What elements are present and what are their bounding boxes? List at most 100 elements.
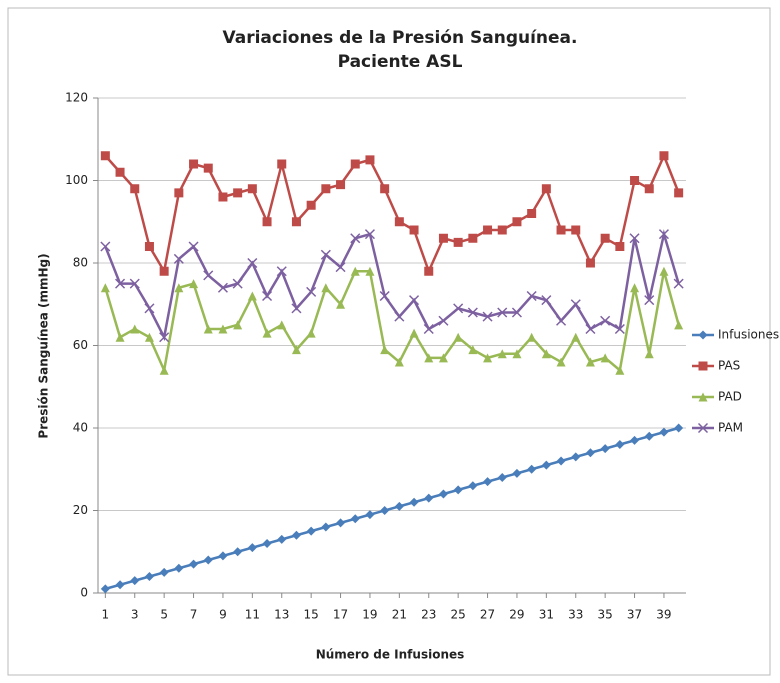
marker [615, 440, 625, 449]
marker [306, 286, 317, 297]
marker [233, 188, 243, 198]
legend-label: PAM [718, 421, 743, 435]
x-tick-label: 19 [362, 608, 377, 622]
marker [511, 307, 522, 318]
marker [130, 184, 140, 194]
marker [247, 543, 257, 553]
marker [394, 311, 405, 322]
marker [615, 365, 625, 375]
marker [527, 464, 537, 474]
marker [527, 209, 537, 218]
marker [189, 159, 199, 169]
marker [483, 353, 493, 363]
marker [335, 262, 346, 273]
x-tick-label: 1 [102, 608, 110, 622]
marker [350, 159, 360, 169]
marker [658, 229, 669, 240]
marker [159, 332, 170, 343]
marker [512, 468, 522, 478]
marker [130, 576, 140, 586]
marker [438, 489, 448, 499]
x-axis-title: Número de Infusiones [316, 648, 465, 662]
x-tick-label: 9 [219, 608, 227, 622]
y-tick-label: 20 [73, 503, 88, 517]
marker [350, 514, 360, 524]
marker [600, 353, 610, 363]
marker [174, 188, 184, 198]
marker [512, 217, 522, 227]
marker [541, 184, 551, 194]
legend-label: Infusiones [718, 328, 779, 342]
marker [512, 349, 522, 359]
marker [630, 435, 640, 445]
marker [674, 423, 684, 433]
marker [453, 485, 463, 495]
marker [570, 299, 581, 310]
y-tick-label: 80 [73, 256, 88, 270]
marker [203, 270, 214, 281]
marker [277, 159, 287, 169]
marker [467, 307, 478, 318]
marker [218, 324, 228, 334]
x-tick-label: 29 [509, 608, 524, 622]
x-tick-label: 21 [392, 608, 407, 622]
marker [306, 328, 316, 338]
marker [100, 283, 110, 293]
marker [630, 283, 640, 293]
marker [527, 332, 537, 342]
marker [115, 278, 126, 289]
marker [365, 266, 375, 276]
marker [159, 266, 169, 276]
x-tick-label: 11 [245, 608, 260, 622]
marker [364, 229, 375, 240]
marker [630, 176, 640, 185]
marker [482, 311, 493, 322]
x-tick-label: 17 [333, 608, 348, 622]
marker [306, 200, 316, 210]
marker [497, 307, 508, 318]
marker [644, 349, 654, 359]
marker [174, 283, 184, 293]
marker [247, 291, 257, 301]
marker [438, 353, 448, 363]
marker [350, 233, 361, 244]
marker [291, 345, 301, 355]
marker [277, 534, 287, 544]
marker [698, 330, 708, 340]
marker [409, 295, 420, 306]
marker [424, 266, 434, 276]
marker [698, 392, 708, 402]
marker [306, 526, 316, 536]
marker [697, 422, 709, 434]
marker [556, 456, 566, 466]
marker [556, 225, 566, 235]
x-tick-label: 39 [656, 608, 671, 622]
marker [585, 323, 596, 335]
marker [100, 151, 110, 161]
marker [144, 242, 154, 251]
series-line [105, 426, 679, 591]
marker [497, 349, 507, 359]
x-tick-label: 3 [131, 608, 139, 622]
y-axis-title: Presión Sanguínea (mmHg) [37, 253, 51, 438]
x-tick-label: 35 [598, 608, 613, 622]
marker [483, 477, 493, 487]
marker [144, 332, 154, 342]
marker [115, 580, 125, 590]
marker [336, 299, 346, 309]
marker [291, 530, 301, 540]
marker [189, 559, 199, 569]
marker [203, 324, 213, 334]
marker [247, 257, 258, 269]
marker [600, 315, 611, 326]
series-line [104, 270, 680, 375]
x-tick-label: 25 [451, 608, 466, 622]
marker [483, 225, 493, 235]
marker [571, 452, 581, 462]
x-tick-label: 15 [304, 608, 319, 622]
x-tick-label: 23 [421, 608, 436, 622]
marker [115, 167, 125, 177]
marker [556, 357, 566, 367]
marker [321, 522, 331, 532]
